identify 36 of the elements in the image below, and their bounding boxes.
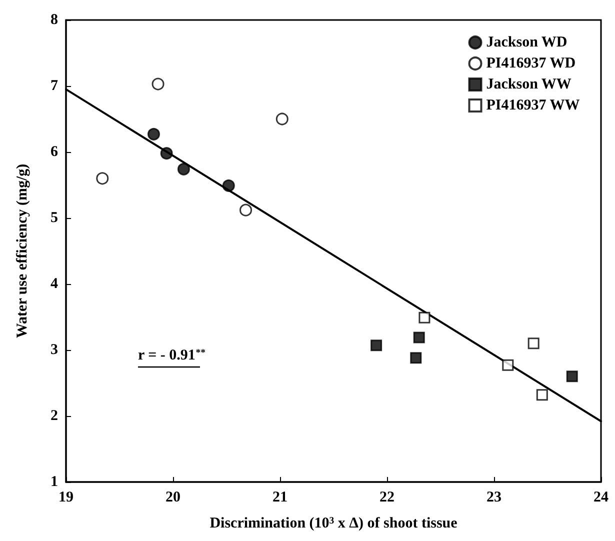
y-axis-title: Water use efficiency (mg/g) [14,164,30,338]
point [502,359,514,371]
annotation: r = - 0.91** [138,348,206,364]
x-tick-label: 22 [380,490,394,506]
legend-label: PI416937 WD [486,56,576,72]
point [240,204,252,216]
point [413,332,425,344]
y-tick-label: 8 [50,12,58,28]
y-tick-label: 4 [50,276,58,292]
point [222,179,235,192]
point [160,147,173,160]
x-tick-label: 19 [58,490,74,506]
point [177,162,190,176]
legend-label: PI416937 WW [486,98,580,114]
point [528,338,540,350]
x-tick-label: 20 [166,490,180,506]
x-tick-label: 23 [486,490,502,506]
y-tick-label: 7 [50,78,58,94]
point [566,370,578,382]
y-tick-label: 6 [50,144,58,160]
point [418,312,430,324]
point [148,128,160,140]
x-tick-label: 24 [594,490,609,506]
point [410,352,422,364]
point [276,112,288,126]
point [96,172,109,185]
point [152,78,164,90]
y-tick-label: 2 [50,408,58,424]
y-tick-label: 5 [50,210,58,226]
legend-label: Jackson WW [486,76,572,92]
y-tick-label: 3 [50,342,58,358]
point [536,389,548,401]
x-tick-label: 21 [272,490,288,506]
point [370,340,382,352]
y-tick-label: 1 [50,474,58,490]
legend-label: Jackson WD [486,34,568,50]
